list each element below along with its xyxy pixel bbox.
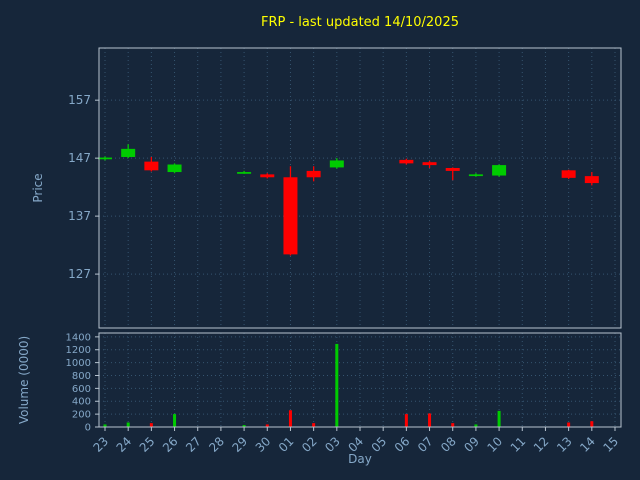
candle-body	[399, 159, 414, 164]
volume-bar	[428, 413, 432, 427]
volume-tick-label: 200	[72, 410, 91, 421]
volume-tick-label: 600	[72, 384, 91, 395]
volume-bar	[242, 425, 246, 427]
volume-axis-label: Volume (0000)	[17, 335, 31, 425]
candle-body	[260, 174, 275, 178]
volume-tick-label: 1200	[66, 345, 91, 356]
candle-body	[561, 170, 576, 178]
candle-body	[167, 164, 182, 173]
volume-bar	[451, 423, 455, 427]
volume-bar	[126, 422, 130, 427]
price-axes-frame	[98, 47, 622, 329]
price-tick-label: 137	[68, 209, 91, 223]
candle-body	[144, 161, 159, 171]
volume-bar	[312, 423, 316, 427]
candle-body	[422, 162, 437, 166]
candle-body	[237, 172, 252, 174]
volume-bar	[173, 414, 177, 427]
candle-body	[98, 157, 112, 160]
candle-body	[283, 177, 298, 255]
candle-body	[492, 165, 507, 176]
price-tick-label: 147	[68, 151, 91, 165]
price-tick-label: 127	[68, 267, 91, 281]
volume-bar	[590, 421, 594, 427]
candle-body	[468, 174, 483, 177]
volume-bar	[149, 423, 153, 427]
volume-bar	[335, 343, 339, 427]
price-axis-label: Price	[31, 173, 45, 203]
price-tick-label: 157	[68, 93, 91, 107]
volume-bar	[103, 424, 107, 427]
candle-body	[445, 168, 460, 171]
day-axis-label: Day	[348, 452, 372, 466]
volume-tick-label: 400	[72, 397, 91, 408]
candle-body	[306, 170, 321, 178]
volume-bar	[474, 424, 478, 427]
volume-bar	[497, 410, 501, 427]
volume-tick-label: 1000	[66, 358, 91, 369]
candle-body	[584, 176, 599, 184]
candle-body	[121, 148, 136, 157]
volume-bar	[567, 422, 571, 427]
chart-title: FRP - last updated 14/10/2025	[260, 15, 459, 30]
volume-bar	[288, 410, 292, 427]
volume-tick-label: 800	[72, 371, 91, 382]
volume-bar	[265, 424, 269, 427]
candle-body	[329, 160, 344, 168]
volume-tick-label: 1400	[66, 332, 91, 343]
volume-bar	[404, 414, 408, 427]
volume-tick-label: 0	[85, 423, 91, 434]
volume-axes-frame	[98, 332, 622, 428]
